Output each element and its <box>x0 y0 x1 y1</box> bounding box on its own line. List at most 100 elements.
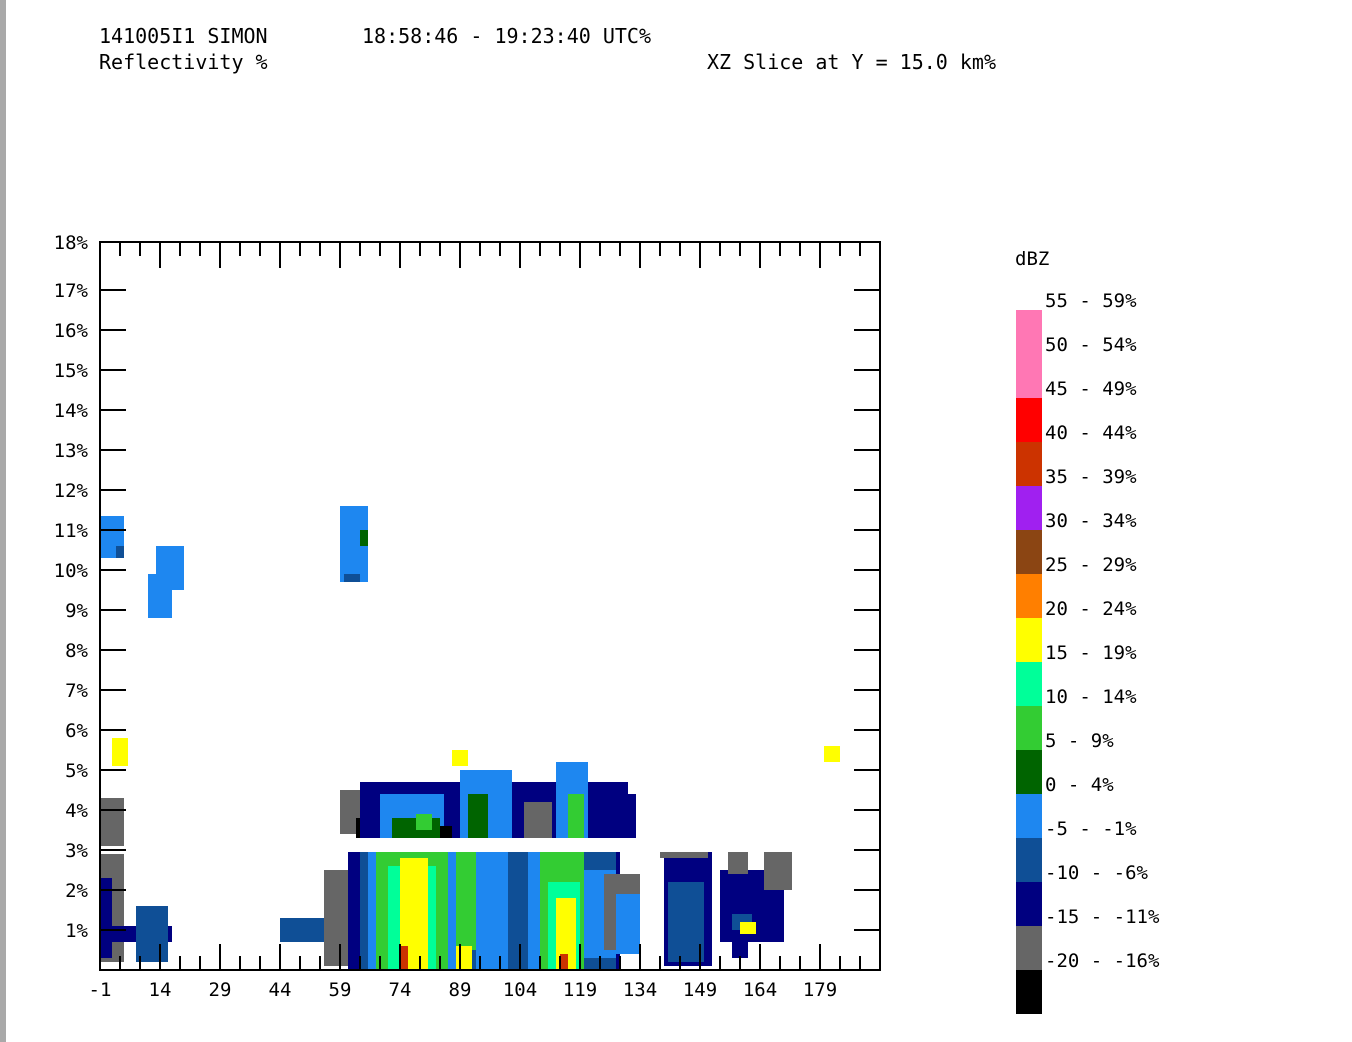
plot-frame <box>99 241 881 971</box>
legend-label: 25 - 29% <box>1045 554 1137 576</box>
data-cell <box>100 798 124 846</box>
data-cell <box>476 852 508 970</box>
x-tick-label: 74 <box>389 979 412 1001</box>
legend-label: 45 - 49% <box>1045 378 1137 400</box>
x-tick-label: 104 <box>503 979 537 1001</box>
data-cell <box>524 802 552 838</box>
y-tick-label: 18% <box>54 232 89 254</box>
x-tick-label: 59 <box>329 979 352 1001</box>
legend-swatch <box>1016 574 1042 618</box>
data-cell <box>112 738 128 766</box>
legend-swatch <box>1016 750 1042 794</box>
data-cell <box>416 814 432 830</box>
legend-label: 30 - 34% <box>1045 510 1137 532</box>
legend-label: 40 - 44% <box>1045 422 1137 444</box>
legend-swatch <box>1016 970 1042 1014</box>
x-tick-label: 89 <box>449 979 472 1001</box>
x-tick-label: 149 <box>683 979 717 1001</box>
legend-swatch <box>1016 706 1042 750</box>
legend-label: -20 - -16% <box>1045 950 1160 972</box>
y-tick-label: 5% <box>65 760 88 782</box>
data-cell <box>824 746 840 762</box>
data-cell <box>764 852 792 890</box>
data-cell <box>660 852 708 858</box>
y-tick-label: 12% <box>54 480 89 502</box>
legend-swatch <box>1016 618 1042 662</box>
y-tick-label: 6% <box>65 720 88 742</box>
y-tick-label: 2% <box>65 880 88 902</box>
legend-swatch <box>1016 354 1042 398</box>
data-cell <box>728 852 748 874</box>
legend-label: 15 - 19% <box>1045 642 1137 664</box>
data-cell <box>620 794 636 838</box>
y-tick-label: 16% <box>54 320 89 342</box>
data-cell <box>456 852 476 950</box>
legend-swatch <box>1016 530 1042 574</box>
x-tick-label: 134 <box>623 979 657 1001</box>
x-tick-label: 14 <box>149 979 172 1001</box>
data-cell <box>456 946 472 970</box>
legend-label: 10 - 14% <box>1045 686 1137 708</box>
legend-label: -15 - -11% <box>1045 906 1160 928</box>
y-tick-label: 17% <box>54 280 89 302</box>
y-tick-label: 14% <box>54 400 89 422</box>
color-legend: dBZ 55 - 59% 50 - 54% 45 - 49% 40 - 44% 35 - … <box>1015 248 1160 1014</box>
data-cell <box>568 794 584 838</box>
legend-swatch <box>1016 662 1042 706</box>
legend-swatch <box>1016 882 1042 926</box>
y-tick-label: 13% <box>54 440 89 462</box>
x-axis: -1 14 29 44 59 74 89 104 119 134 149 164 179 <box>89 242 881 1001</box>
legend-label: 0 - 4% <box>1045 774 1114 796</box>
legend-swatch <box>1016 794 1042 838</box>
data-cell <box>116 546 124 558</box>
legend-label: -5 - -1% <box>1045 818 1137 840</box>
legend-label: 20 - 24% <box>1045 598 1137 620</box>
data-cell <box>732 938 748 958</box>
data-cell <box>440 826 452 838</box>
legend-label: 50 - 54% <box>1045 334 1137 356</box>
legend-swatch <box>1016 838 1042 882</box>
legend-swatch <box>1016 926 1042 970</box>
plot-border <box>99 241 881 971</box>
legend-swatch <box>1016 486 1042 530</box>
x-tick-label: 29 <box>209 979 232 1001</box>
case-id: 141005I1 SIMON <box>99 24 268 48</box>
y-tick-label: 8% <box>65 640 88 662</box>
legend-label: -10 - -6% <box>1045 862 1149 884</box>
field-name: Reflectivity % <box>99 50 268 74</box>
data-cell <box>340 790 360 834</box>
data-cell <box>560 954 568 970</box>
y-tick-label: 9% <box>65 600 88 622</box>
data-cell <box>740 922 756 934</box>
y-tick-label: 3% <box>65 840 88 862</box>
data-cell <box>452 750 468 766</box>
legend-swatch <box>1016 398 1042 442</box>
y-tick-label: 7% <box>65 680 88 702</box>
x-tick-label: 119 <box>563 979 597 1001</box>
data-cell <box>344 574 360 582</box>
x-tick-label: 179 <box>803 979 837 1001</box>
x-tick-label: 44 <box>269 979 292 1001</box>
data-cell <box>668 882 704 962</box>
legend-label: 5 - 9% <box>1045 730 1114 752</box>
slice-label: XZ Slice at Y = 15.0 km% <box>707 50 996 74</box>
y-tick-label: 1% <box>65 920 88 942</box>
data-cell <box>156 546 184 590</box>
window-left-edge <box>0 0 6 1042</box>
data-cell <box>468 794 488 838</box>
y-tick-label: 15% <box>54 360 89 382</box>
data-cell <box>360 530 368 546</box>
data-cells <box>100 506 840 970</box>
legend-label: 35 - 39% <box>1045 466 1137 488</box>
y-axis: 1% 2% 3% 4% 5% 6% 7% 8% 9% 10% 11% 12% 13% 14% 15% 16% 1… <box>54 232 880 942</box>
data-cell <box>400 946 408 970</box>
data-cell <box>616 894 640 954</box>
legend-label: 55 - 59% <box>1045 290 1137 312</box>
x-tick-label: 164 <box>743 979 777 1001</box>
data-cell <box>136 906 168 962</box>
y-tick-label: 11% <box>54 520 89 542</box>
legend-swatch <box>1016 310 1042 354</box>
y-tick-label: 4% <box>65 800 88 822</box>
y-tick-label: 10% <box>54 560 89 582</box>
